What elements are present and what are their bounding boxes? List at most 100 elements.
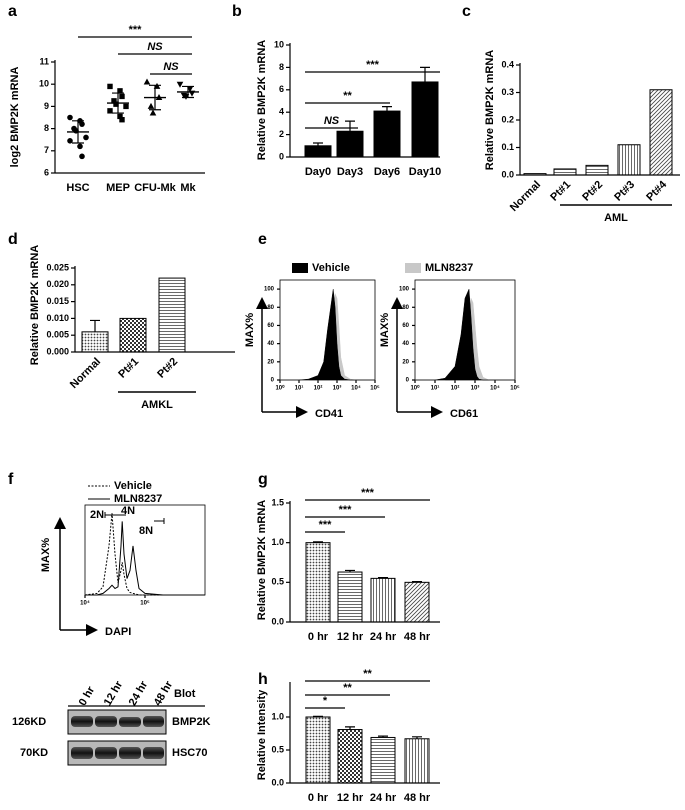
y-tick-label: 80 bbox=[402, 305, 409, 311]
x-tick-label: 0 hr bbox=[308, 792, 329, 804]
panel-label: h bbox=[258, 671, 268, 688]
panel-label: a bbox=[8, 3, 17, 20]
x-tick-label: 10⁵ bbox=[140, 601, 150, 607]
bar bbox=[81, 331, 109, 353]
annotation: 2N bbox=[90, 509, 104, 521]
y-tick-label: 60 bbox=[267, 323, 274, 329]
y-tick-label: 0.000 bbox=[46, 346, 69, 356]
bar bbox=[373, 110, 401, 158]
histogram-curve bbox=[280, 289, 375, 381]
x-tick-label: Pt#1 bbox=[548, 179, 573, 204]
y-tick-label: 9 bbox=[44, 101, 49, 111]
band bbox=[71, 747, 93, 759]
y-tick-label: 0.1 bbox=[501, 142, 514, 152]
data-point bbox=[67, 138, 73, 144]
ploidy-marker bbox=[104, 512, 165, 524]
bar bbox=[404, 581, 430, 623]
x-tick-label: 12 hr bbox=[337, 631, 364, 643]
error-bar bbox=[182, 85, 194, 99]
band bbox=[119, 747, 141, 759]
x-tick-label: Day3 bbox=[337, 166, 363, 178]
x-tick-label: Pt#1 bbox=[116, 356, 141, 381]
data-point bbox=[117, 88, 123, 94]
y-tick-label: 20 bbox=[402, 359, 409, 365]
y-tick-label: 0 bbox=[406, 378, 410, 384]
histogram-curve bbox=[84, 513, 205, 596]
bar bbox=[370, 577, 396, 623]
bar bbox=[649, 89, 673, 176]
band bbox=[143, 716, 164, 727]
y-tick-label: 0.025 bbox=[46, 262, 69, 272]
bar bbox=[337, 729, 363, 784]
group-label: AML bbox=[604, 212, 628, 224]
x-tick-label: 48 hr bbox=[404, 792, 431, 804]
y-axis-label: log2 BMP2K mRNA bbox=[9, 67, 21, 168]
y-tick-label: 0.3 bbox=[501, 87, 514, 97]
y-axis-label: Relative BMP2K mRNA bbox=[256, 500, 268, 620]
y-tick-label: 0.2 bbox=[501, 114, 514, 124]
significance-label: *** bbox=[361, 487, 375, 499]
significance-label: ** bbox=[343, 90, 352, 102]
lane-label: 48 hr bbox=[152, 679, 176, 708]
x-tick-label: 10⁴ bbox=[80, 601, 90, 607]
size-marker: 70KD bbox=[20, 747, 48, 759]
x-tick-label: 10⁰ bbox=[410, 385, 420, 392]
significance-label: NS bbox=[324, 115, 340, 127]
y-axis-label: MAX% bbox=[379, 313, 391, 347]
bar bbox=[119, 317, 147, 353]
band bbox=[95, 716, 117, 727]
legend-label: Vehicle bbox=[114, 480, 152, 492]
data-point bbox=[77, 143, 83, 150]
x-tick-label: 10⁴ bbox=[351, 386, 361, 392]
x-axis-label: CD61 bbox=[450, 408, 478, 420]
x-tick-label: Pt#2 bbox=[580, 179, 605, 204]
legend-swatch bbox=[405, 263, 421, 273]
y-tick-label: 1.5 bbox=[271, 497, 284, 507]
protein-label: BMP2K bbox=[172, 716, 211, 728]
x-tick-label: 0 hr bbox=[308, 631, 329, 643]
error-bar bbox=[112, 92, 124, 114]
y-tick-label: 20 bbox=[267, 359, 274, 365]
x-tick-label: Pt#4 bbox=[644, 178, 670, 204]
legend-label: MLN8237 bbox=[425, 262, 473, 274]
x-tick-label: 10⁴ bbox=[490, 386, 500, 392]
panel-label: e bbox=[258, 231, 267, 248]
lane-label: 24 hr bbox=[127, 679, 151, 708]
bar bbox=[305, 716, 331, 784]
x-tick-label: 10⁰ bbox=[275, 385, 285, 392]
y-tick-label: 7 bbox=[44, 145, 49, 155]
x-tick-label: Pt#3 bbox=[612, 179, 637, 204]
bar bbox=[337, 571, 363, 623]
protein-label: HSC70 bbox=[172, 747, 207, 759]
panel-label: g bbox=[258, 471, 268, 488]
x-tick-label: Day6 bbox=[374, 166, 400, 178]
x-tick-label: 24 hr bbox=[370, 792, 397, 804]
bar bbox=[585, 164, 609, 176]
data-point bbox=[123, 103, 129, 110]
y-tick-label: 1.0 bbox=[271, 711, 284, 721]
bar bbox=[553, 168, 577, 176]
significance-label: ** bbox=[363, 668, 372, 680]
y-tick-label: 100 bbox=[399, 287, 410, 293]
lane-label: 0 hr bbox=[77, 684, 98, 708]
x-axis-label: DAPI bbox=[105, 626, 131, 638]
bar bbox=[370, 736, 396, 784]
y-tick-label: 6 bbox=[279, 84, 284, 94]
y-tick-label: 0 bbox=[271, 378, 275, 384]
x-tick-label: Day0 bbox=[305, 166, 331, 178]
y-tick-label: 0.0 bbox=[501, 169, 514, 179]
x-tick-label: 10³ bbox=[333, 385, 342, 392]
x-tick-label: Day10 bbox=[409, 166, 441, 178]
y-tick-label: 6 bbox=[44, 167, 49, 177]
data-point bbox=[119, 117, 125, 123]
bar bbox=[617, 144, 641, 176]
significance-label: * bbox=[323, 695, 328, 707]
y-axis-label: Relative BMP2K mRNA bbox=[29, 245, 41, 365]
group-label: AMKL bbox=[141, 399, 173, 411]
data-point bbox=[107, 108, 113, 114]
x-tick-label: Pt#2 bbox=[155, 356, 180, 381]
x-tick-label: 48 hr bbox=[404, 631, 431, 643]
bar bbox=[336, 130, 364, 158]
legend-swatch bbox=[292, 263, 308, 273]
